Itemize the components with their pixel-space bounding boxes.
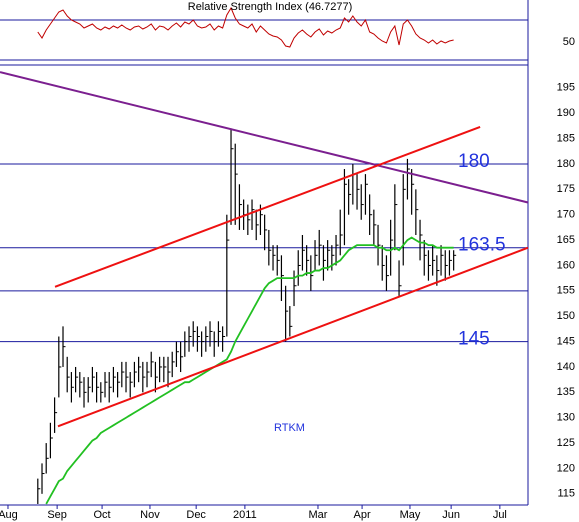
y-tick-label: 185 (557, 132, 575, 144)
symbol-label: RTKM (274, 422, 305, 434)
x-tick-label: Apr (354, 509, 371, 521)
y-tick-label: 165 (557, 234, 575, 246)
x-tick-label: Nov (140, 509, 160, 521)
y-tick-label: 130 (557, 412, 575, 424)
x-tick-label: Jul (493, 509, 507, 521)
y-tick-label: 135 (557, 386, 575, 398)
x-tick-label: Aug (0, 509, 18, 521)
y-tick-label: 145 (557, 335, 575, 347)
x-tick-label: 2011 (233, 509, 257, 521)
y-tick-label: 175 (557, 183, 575, 195)
y-tick-label: 155 (557, 285, 575, 297)
level-label: 145 (458, 329, 490, 350)
x-tick-label: Oct (94, 509, 111, 521)
y-tick-label: 195 (557, 82, 575, 94)
y-tick-label: 140 (557, 361, 575, 373)
rsi-line (37, 6, 454, 48)
rsi-title: Relative Strength Index (46.7277) (188, 1, 353, 13)
level-label: 163.5 (458, 235, 506, 256)
x-tick-label: Mar (308, 509, 327, 521)
y-tick-label: 115 (557, 488, 575, 500)
level-label: 180 (458, 151, 490, 172)
y-tick-label: 190 (557, 107, 575, 119)
trend-line (54, 125, 481, 288)
x-tick-label: Jun (442, 509, 460, 521)
x-tick-label: May (400, 509, 421, 521)
y-tick-label: 125 (557, 437, 575, 449)
x-tick-label: Sep (47, 509, 67, 521)
y-tick-label: 120 (557, 462, 575, 474)
moving-average (45, 236, 454, 505)
x-tick-label: Dec (186, 509, 206, 521)
trend-line (57, 246, 529, 428)
trend-line (0, 71, 529, 204)
y-tick-label: 50 (563, 36, 575, 48)
y-tick-label: 160 (557, 259, 575, 271)
y-tick-label: 180 (557, 158, 575, 170)
y-tick-label: 170 (557, 209, 575, 221)
y-tick-label: 150 (557, 310, 575, 322)
